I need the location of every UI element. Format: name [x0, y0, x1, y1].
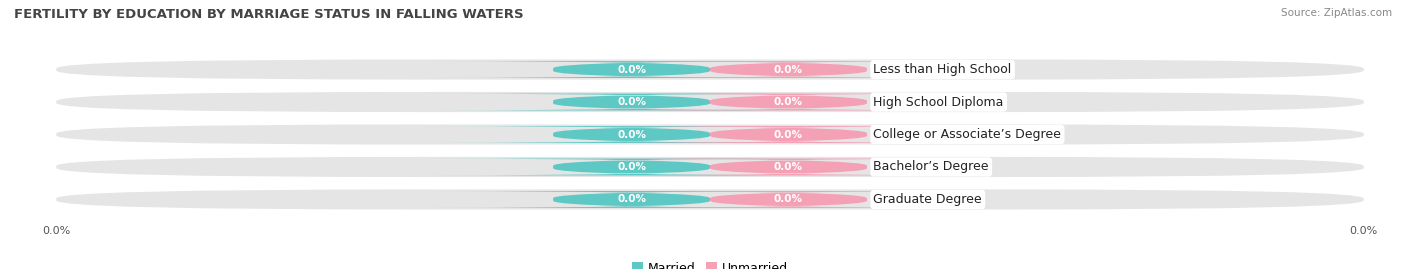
- Text: College or Associate’s Degree: College or Associate’s Degree: [873, 128, 1062, 141]
- FancyBboxPatch shape: [579, 61, 998, 78]
- FancyBboxPatch shape: [422, 158, 841, 175]
- Text: 0.0%: 0.0%: [617, 129, 647, 140]
- Text: FERTILITY BY EDUCATION BY MARRIAGE STATUS IN FALLING WATERS: FERTILITY BY EDUCATION BY MARRIAGE STATU…: [14, 8, 523, 21]
- Text: High School Diploma: High School Diploma: [873, 95, 1004, 108]
- FancyBboxPatch shape: [56, 92, 1364, 112]
- Text: 0.0%: 0.0%: [617, 162, 647, 172]
- Text: Source: ZipAtlas.com: Source: ZipAtlas.com: [1281, 8, 1392, 18]
- FancyBboxPatch shape: [422, 191, 841, 208]
- Text: 0.0%: 0.0%: [773, 194, 803, 204]
- Text: 0.0%: 0.0%: [773, 97, 803, 107]
- Text: 0.0%: 0.0%: [773, 162, 803, 172]
- FancyBboxPatch shape: [56, 157, 1364, 177]
- FancyBboxPatch shape: [579, 158, 998, 175]
- Text: Graduate Degree: Graduate Degree: [873, 193, 983, 206]
- FancyBboxPatch shape: [56, 189, 1364, 210]
- Text: Less than High School: Less than High School: [873, 63, 1012, 76]
- FancyBboxPatch shape: [422, 61, 841, 78]
- FancyBboxPatch shape: [56, 125, 1364, 144]
- Text: 0.0%: 0.0%: [617, 97, 647, 107]
- FancyBboxPatch shape: [579, 126, 998, 143]
- FancyBboxPatch shape: [579, 191, 998, 208]
- FancyBboxPatch shape: [579, 94, 998, 111]
- FancyBboxPatch shape: [422, 126, 841, 143]
- Text: 0.0%: 0.0%: [617, 65, 647, 75]
- FancyBboxPatch shape: [56, 59, 1364, 80]
- Text: 0.0%: 0.0%: [773, 129, 803, 140]
- Text: 0.0%: 0.0%: [617, 194, 647, 204]
- Text: 0.0%: 0.0%: [773, 65, 803, 75]
- Legend: Married, Unmarried: Married, Unmarried: [627, 257, 793, 269]
- Text: Bachelor’s Degree: Bachelor’s Degree: [873, 161, 988, 174]
- FancyBboxPatch shape: [422, 94, 841, 111]
